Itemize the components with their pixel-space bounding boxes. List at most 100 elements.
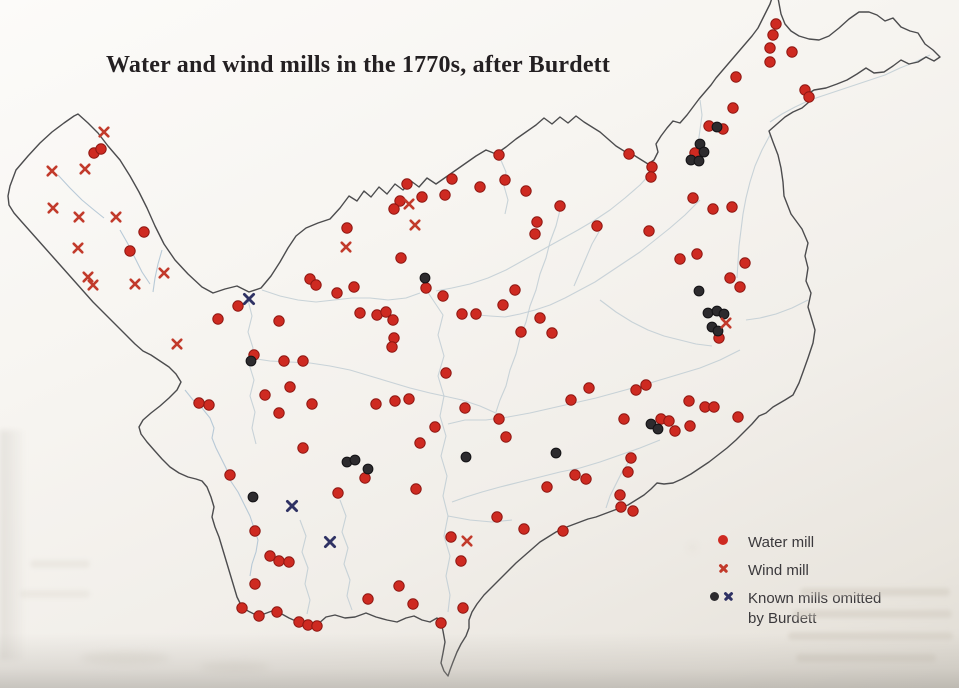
wind-mill-marker	[129, 278, 141, 290]
water-mill-marker	[669, 425, 681, 437]
water-mill-marker	[708, 401, 720, 413]
water-mill-marker	[283, 556, 295, 568]
water-mill-marker	[236, 602, 248, 614]
water-mill-marker	[348, 281, 360, 293]
legend-item-water-mill: Water mill	[704, 533, 939, 553]
water-mill-marker	[224, 469, 236, 481]
water-mill-marker	[249, 578, 261, 590]
water-mill-marker	[786, 46, 798, 58]
water-mill-marker	[529, 228, 541, 240]
legend-label-omitted-line2: by Burdett	[748, 610, 817, 627]
wind-mill-marker	[340, 241, 352, 253]
county-boundary-line	[7, 0, 941, 677]
water-mill-marker	[515, 326, 527, 338]
water-mill-marker	[278, 355, 290, 367]
water-mill-marker	[724, 272, 736, 284]
legend-label-omitted-line1: Known mills omitted	[748, 590, 882, 607]
water-mill-marker	[380, 306, 392, 318]
water-mill-marker	[193, 397, 205, 409]
water-mill-marker	[273, 555, 285, 567]
water-mill-marker	[591, 220, 603, 232]
water-mill-dot-icon	[718, 535, 728, 545]
water-mill-marker	[284, 381, 296, 393]
water-mill-marker	[499, 174, 511, 186]
water-mill-marker	[615, 501, 627, 513]
omitted-mill-dot-marker	[652, 423, 664, 435]
legend-item-omitted-mills: Known mills omitted by Burdett	[704, 589, 939, 629]
wind-mill-marker	[82, 271, 94, 283]
water-mill-marker	[474, 181, 486, 193]
water-mill-marker	[565, 394, 577, 406]
water-mill-marker	[306, 398, 318, 410]
omitted-mill-cross-marker	[323, 535, 337, 549]
legend-symbol-cell	[704, 591, 748, 602]
water-mill-marker	[493, 413, 505, 425]
water-mill-marker	[618, 413, 630, 425]
water-mill-marker	[393, 580, 405, 592]
water-mill-marker	[491, 511, 503, 523]
river-lines	[57, 54, 931, 615]
water-mill-marker	[253, 610, 265, 622]
water-mill-marker	[493, 149, 505, 161]
water-mill-marker	[212, 313, 224, 325]
wind-mill-marker	[409, 219, 421, 231]
water-mill-marker	[387, 314, 399, 326]
wind-mill-marker	[72, 242, 84, 254]
omitted-mill-dot-marker	[349, 454, 361, 466]
water-mill-marker	[730, 71, 742, 83]
water-mill-marker	[273, 407, 285, 419]
wind-mill-marker	[461, 535, 473, 547]
water-mill-marker	[416, 191, 428, 203]
water-mill-marker	[440, 367, 452, 379]
water-mill-marker	[362, 593, 374, 605]
water-mill-marker	[630, 384, 642, 396]
water-mill-marker	[803, 91, 815, 103]
water-mill-marker	[264, 550, 276, 562]
water-mill-marker	[341, 222, 353, 234]
omitted-mill-dot-marker	[698, 146, 710, 158]
legend-label-water-mill: Water mill	[748, 534, 815, 551]
water-mill-marker	[310, 279, 322, 291]
water-mill-marker	[445, 531, 457, 543]
water-mill-marker	[403, 393, 415, 405]
wind-mill-marker	[98, 126, 110, 138]
water-mill-marker	[734, 281, 746, 293]
water-mill-marker	[569, 469, 581, 481]
water-mill-marker	[727, 102, 739, 114]
water-mill-marker	[580, 473, 592, 485]
water-mill-marker	[354, 307, 366, 319]
water-mill-marker	[684, 420, 696, 432]
legend-symbol-cell	[704, 535, 748, 545]
wind-mill-marker	[73, 211, 85, 223]
water-mill-marker	[614, 489, 626, 501]
wind-mill-marker	[47, 202, 59, 214]
water-mill-marker	[643, 225, 655, 237]
water-mill-marker	[389, 395, 401, 407]
water-mill-marker	[410, 483, 422, 495]
water-mill-marker	[640, 379, 652, 391]
omitted-mill-dot-marker	[245, 355, 257, 367]
water-mill-marker	[331, 287, 343, 299]
water-mill-marker	[273, 315, 285, 327]
water-mill-marker	[627, 505, 639, 517]
wind-mill-marker	[403, 198, 415, 210]
omitted-mill-dot-marker	[362, 463, 374, 475]
omitted-mill-dot-marker	[693, 155, 705, 167]
omitted-mill-dot-marker	[693, 285, 705, 297]
water-mill-marker	[541, 481, 553, 493]
water-mill-marker	[531, 216, 543, 228]
water-mill-marker	[764, 56, 776, 68]
water-mill-marker	[509, 284, 521, 296]
water-mill-marker	[459, 402, 471, 414]
water-mill-marker	[95, 143, 107, 155]
water-mill-marker	[683, 395, 695, 407]
water-mill-marker	[623, 148, 635, 160]
map-legend: Water mill Wind mill Known mills omitted…	[704, 533, 939, 637]
water-mill-marker	[691, 248, 703, 260]
water-mill-marker	[674, 253, 686, 265]
water-mill-marker	[518, 523, 530, 535]
omitted-mill-dot-marker	[712, 325, 724, 337]
water-mill-marker	[455, 555, 467, 567]
